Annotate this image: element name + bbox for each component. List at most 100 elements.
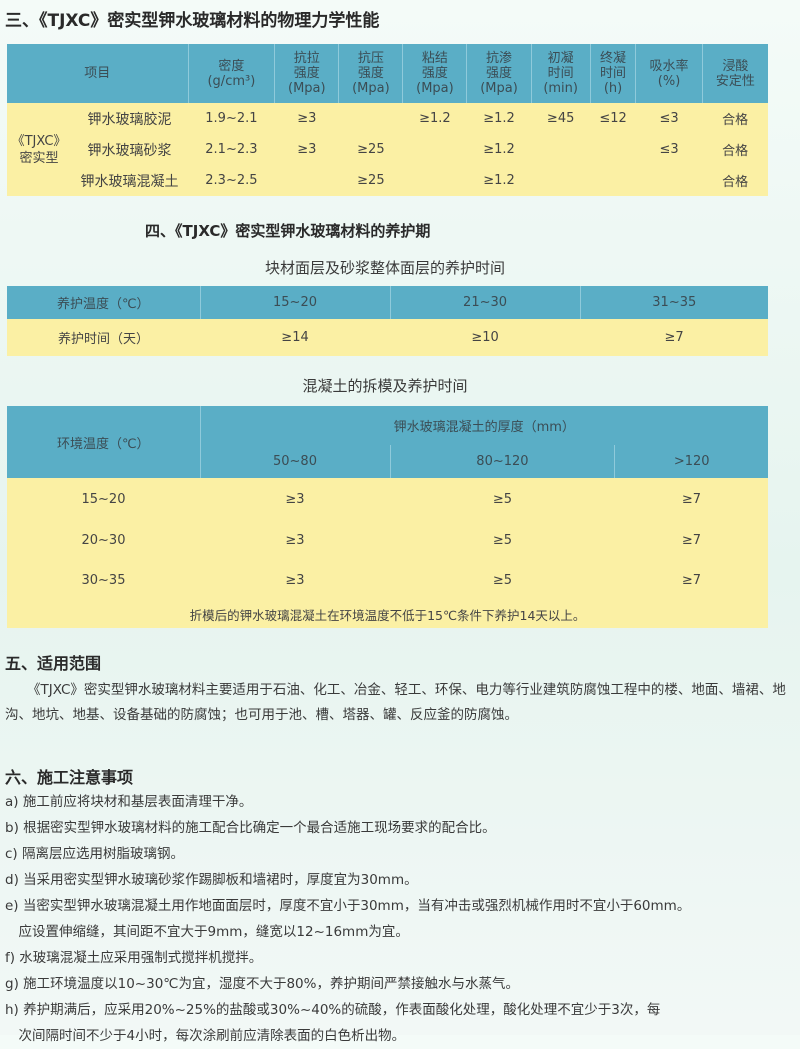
table-header-row: 项目 密度 (g/cm³) 抗拉 强度 (Mpa) 抗压 强度 (Mpa) 粘结…	[7, 44, 768, 103]
cell: 合格	[702, 165, 768, 196]
cell: ≥1.2	[466, 103, 532, 134]
cell: ≥7	[580, 319, 768, 356]
table-header-row: 50~80 80~120 >120	[7, 445, 768, 478]
column-header: 80~120	[389, 445, 615, 478]
cell: 30~35	[7, 560, 200, 600]
cell: ≥1.2	[402, 103, 467, 134]
cell: ≥5	[390, 478, 615, 520]
table-row: 养护温度（℃） 15~20 21~30 31~35	[7, 286, 768, 319]
note: 折模后的钾水玻璃混凝土在环境温度不低于15℃条件下养护14天以上。	[7, 600, 768, 628]
cell: 合格	[702, 134, 768, 165]
section6-title: 六、施工注意事项	[5, 768, 134, 787]
cell: ≥10	[390, 319, 581, 356]
row-label: 钾水玻璃混凝土	[71, 165, 188, 196]
row-label: 钾水玻璃砂浆	[71, 134, 188, 165]
column-header: >120	[614, 445, 768, 478]
cell: 合格	[702, 103, 768, 134]
construction-notes-list: a) 施工前应将块材和基层表面清理干净。 b) 根据密实型钾水玻璃材料的施工配合比…	[5, 789, 690, 1049]
group-label: 《TJXC》 密实型	[7, 103, 71, 196]
cell: ≥45	[531, 103, 591, 134]
cell: 31~35	[579, 286, 768, 319]
list-item: c) 隔离层应选用树脂玻璃钢。	[5, 846, 184, 862]
concrete-curing-table: 环境温度（℃） 钾水玻璃混凝土的厚度（mm） 50~80 80~120 >120…	[7, 406, 768, 628]
table-row: 《TJXC》 密实型 钾水玻璃胶泥 1.9~2.1 ≥3 ≥1.2 ≥1.2 ≥45 ≤12 ≤…	[7, 103, 768, 196]
cell: ≥7	[614, 560, 768, 600]
cell: ≥3	[200, 478, 390, 520]
cell: ≥14	[200, 319, 391, 356]
cell: 2.1~2.3	[188, 134, 275, 165]
section3-title: 三、《TJXC》密实型钾水玻璃材料的物理力学性能	[5, 11, 380, 31]
cell	[635, 165, 703, 196]
column-header: 50~80	[199, 445, 390, 478]
table-row: 15~20 ≥3 ≥5 ≥7	[7, 478, 768, 520]
list-item: g) 施工环境温度以10~30℃为宜，湿度不大于80%，养护期间严禁接触水与水蒸…	[5, 976, 519, 992]
list-item: 次间隔时间不少于4小时，每次涂刷前应清除表面的白色析出物。	[5, 1028, 406, 1044]
cell: ≥3	[274, 103, 339, 134]
table-row: 30~35 ≥3 ≥5 ≥7	[7, 560, 768, 600]
list-item: b) 根据密实型钾水玻璃材料的施工配合比确定一个最合适施工现场要求的配合比。	[5, 820, 496, 836]
cell: 1.9~2.1	[188, 103, 275, 134]
cell: ≥3	[274, 134, 339, 165]
cell: ≥25	[338, 134, 403, 165]
cell: ≤3	[635, 134, 703, 165]
cell: ≥3	[200, 560, 390, 600]
cell: ≥5	[390, 520, 615, 560]
cell: 2.3~2.5	[188, 165, 275, 196]
cell: ≥7	[614, 520, 768, 560]
table-header-row: 环境温度（℃） 钾水玻璃混凝土的厚度（mm）	[7, 406, 768, 478]
header-cell: 项目	[7, 44, 188, 103]
physical-properties-table: 项目 密度 (g/cm³) 抗拉 强度 (Mpa) 抗压 强度 (Mpa) 粘结…	[7, 44, 768, 196]
curing-time-table: 养护温度（℃） 15~20 21~30 31~35 养护时间（天） ≥14 ≥1…	[7, 286, 768, 356]
cell: ≥1.2	[466, 165, 532, 196]
cell	[590, 134, 636, 165]
header-cell: 终凝 时间 (h)	[589, 44, 636, 103]
cell: ≥1.2	[466, 134, 532, 165]
list-item: f) 水玻璃混凝土应采用强制式搅拌机搅拌。	[5, 950, 263, 966]
cell: ≥3	[200, 520, 390, 560]
header-cell: 密度 (g/cm³)	[187, 44, 275, 103]
cell: 20~30	[7, 520, 200, 560]
cell: ≤3	[635, 103, 703, 134]
section5-title: 五、适用范围	[5, 654, 102, 673]
header-cell: 吸水率 (%)	[635, 44, 703, 103]
header-cell: 抗拉 强度 (Mpa)	[274, 44, 339, 103]
list-item: 应设置伸缩缝，其间距不宜大于9mm，缝宽以12~16mm为宜。	[5, 924, 409, 940]
cell: ≥7	[614, 478, 768, 520]
cell	[531, 165, 591, 196]
cell	[338, 103, 403, 134]
table-row: 钾水玻璃砂浆 2.1~2.3 ≥3 ≥25 ≥1.2 ≤3 合格	[7, 134, 768, 165]
row-header: 环境温度（℃）	[7, 406, 200, 478]
group-header: 钾水玻璃混凝土的厚度（mm）	[199, 406, 768, 445]
list-item: e) 当密实型钾水玻璃混凝土用作地面面层时，厚度不宜小于30mm，当有冲击或强烈…	[5, 898, 691, 914]
table-row: 钾水玻璃混凝土 2.3~2.5 ≥25 ≥1.2 合格	[7, 165, 768, 196]
cell: ≥25	[338, 165, 403, 196]
list-item: h) 养护期满后，应采用20%~25%的盐酸或30%~40%的硫酸，作表面酸化处…	[5, 1002, 661, 1018]
curing-table1-caption: 块材面层及砂浆整体面层的养护时间	[264, 259, 505, 277]
cell	[590, 165, 636, 196]
cell: 养护温度（℃）	[7, 286, 200, 319]
cell	[274, 165, 339, 196]
list-item: d) 当采用密实型钾水玻璃砂浆作踢脚板和墙裙时，厚度宜为30mm。	[5, 872, 418, 888]
cell	[402, 165, 467, 196]
cell: 养护时间（天）	[7, 319, 200, 356]
cell: 15~20	[7, 478, 200, 520]
cell: 21~30	[389, 286, 581, 319]
header-cell: 浸酸 安定性	[701, 44, 768, 103]
section4-title: 四、《TJXC》密实型钾水玻璃材料的养护期	[145, 222, 431, 240]
row-label: 钾水玻璃胶泥	[71, 103, 188, 134]
cell	[402, 134, 467, 165]
table-row: 20~30 ≥3 ≥5 ≥7	[7, 520, 768, 560]
header-cell: 粘结 强度 (Mpa)	[402, 44, 467, 103]
cell: ≥5	[390, 560, 615, 600]
table-row: 养护时间（天） ≥14 ≥10 ≥7	[7, 319, 768, 356]
cell: 15~20	[199, 286, 391, 319]
header-cell: 初凝 时间 (min)	[530, 44, 591, 103]
cell: ≤12	[590, 103, 636, 134]
curing-table2-caption: 混凝土的拆模及养护时间	[302, 377, 468, 395]
cell	[531, 134, 591, 165]
list-item: a) 施工前应将块材和基层表面清理干净。	[5, 794, 253, 810]
header-cell: 抗渗 强度 (Mpa)	[466, 44, 532, 103]
section5-text: 《TJXC》密实型钾水玻璃材料主要适用于石油、化工、冶金、轻工、环保、电力等行业…	[5, 682, 786, 723]
header-cell: 抗压 强度 (Mpa)	[338, 44, 403, 103]
note-row: 折模后的钾水玻璃混凝土在环境温度不低于15℃条件下养护14天以上。	[7, 600, 768, 628]
